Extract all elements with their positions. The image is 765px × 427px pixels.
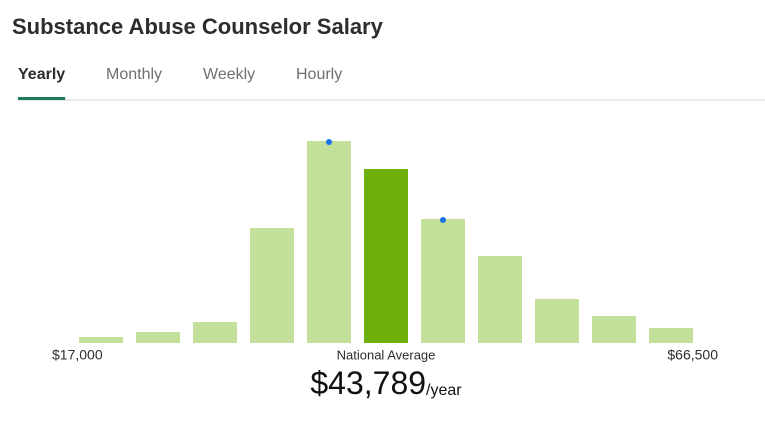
- average-value: $43,789: [310, 365, 426, 401]
- tab[interactable]: Weekly: [203, 66, 255, 83]
- title: Substance Abuse Counselor Salary: [12, 14, 384, 39]
- marker: [326, 139, 332, 145]
- tab[interactable]: Yearly: [18, 66, 65, 83]
- bar: [535, 299, 579, 343]
- marker: [440, 217, 446, 223]
- active-tab-underline: [18, 97, 66, 100]
- average-line: $43,789/year: [310, 365, 462, 401]
- bar: [421, 219, 465, 343]
- bar: [592, 316, 636, 343]
- bar: [364, 169, 408, 343]
- min-label: $17,000: [52, 347, 103, 363]
- bar: [79, 337, 123, 343]
- bar: [136, 332, 180, 343]
- bar: [250, 228, 294, 343]
- max-label: $66,500: [667, 347, 718, 363]
- average-unit: /year: [426, 382, 462, 399]
- bar: [478, 256, 522, 343]
- average-caption: National Average: [337, 347, 436, 362]
- tab[interactable]: Monthly: [106, 66, 162, 83]
- bar: [307, 141, 351, 343]
- bar: [193, 322, 237, 343]
- bar: [649, 328, 693, 343]
- tab[interactable]: Hourly: [296, 66, 342, 83]
